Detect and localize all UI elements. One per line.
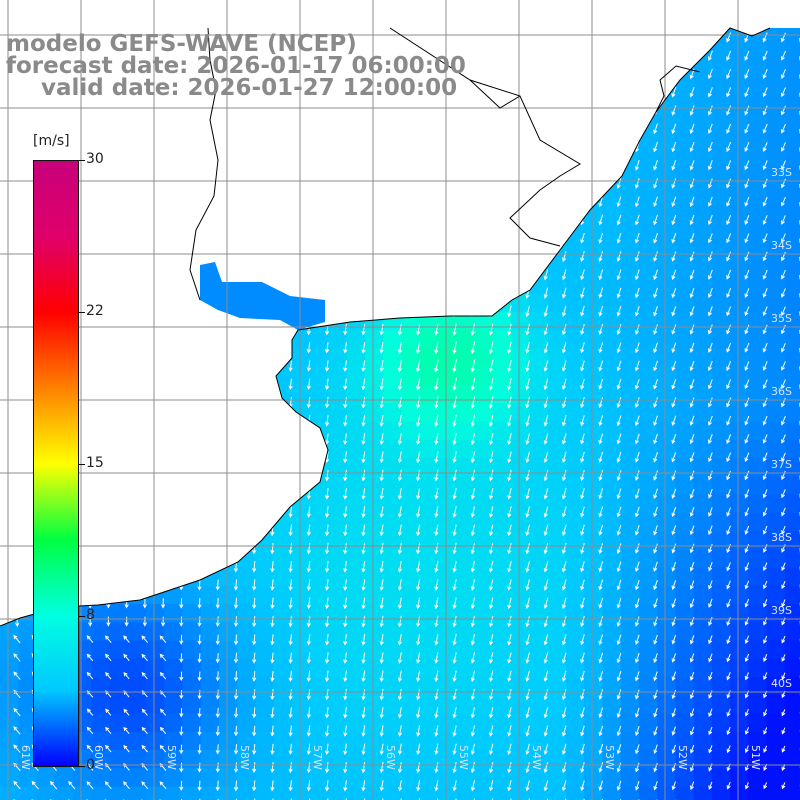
valid-date: valid date: 2026-01-27 12:00:00: [41, 75, 458, 101]
latitude-label: 34S: [771, 239, 792, 252]
latitude-label: 36S: [771, 385, 792, 398]
colorbar-tick-8: 8: [86, 607, 95, 623]
latitude-label: 37S: [771, 458, 792, 471]
colorbar-tick-30: 30: [86, 151, 104, 167]
colorbar-tick-22: 22: [86, 303, 104, 319]
latitude-label: 35S: [771, 312, 792, 325]
longitude-label: 61W: [19, 745, 32, 770]
latitude-label: 40S: [771, 677, 792, 690]
longitude-label: 52W: [676, 745, 689, 770]
colorbar-tick-15: 15: [86, 455, 104, 471]
latitude-label: 33S: [771, 166, 792, 179]
longitude-label: 53W: [603, 745, 616, 770]
longitude-labels: 61W 60W 59W 58W 57W 56W 55W 54W 53W 52W 51W: [19, 745, 762, 770]
longitude-label: 54W: [530, 745, 543, 770]
coastline: [0, 27, 771, 627]
colorbar-tick-mark: [79, 160, 85, 161]
colorbar-unit: [m/s]: [33, 133, 70, 149]
colorbar-tick-mark: [79, 312, 85, 313]
longitude-label: 57W: [311, 745, 324, 770]
latitude-label: 39S: [771, 604, 792, 617]
colorbar-tick-mark: [79, 464, 85, 465]
longitude-label: 58W: [238, 745, 251, 770]
longitude-label: 55W: [457, 745, 470, 770]
latitude-labels: 33S 34S 35S 36S 37S 38S 39S 40S: [771, 166, 792, 690]
colorbar: [33, 160, 79, 767]
wind-speed-field: [0, 28, 800, 800]
colorbar-tick-0: 0: [86, 757, 95, 773]
longitude-label: 60W: [92, 745, 105, 770]
model-title: modelo GEFS-WAVE (NCEP): [6, 31, 357, 57]
longitude-label: 56W: [384, 745, 397, 770]
longitude-label: 51W: [749, 745, 762, 770]
longitude-label: 59W: [165, 745, 178, 770]
latitude-label: 38S: [771, 531, 792, 544]
forecast-date: forecast date: 2026-01-17 06:00:00: [6, 53, 466, 79]
colorbar-tick-mark: [79, 766, 85, 767]
colorbar-tick-mark: [79, 616, 85, 617]
